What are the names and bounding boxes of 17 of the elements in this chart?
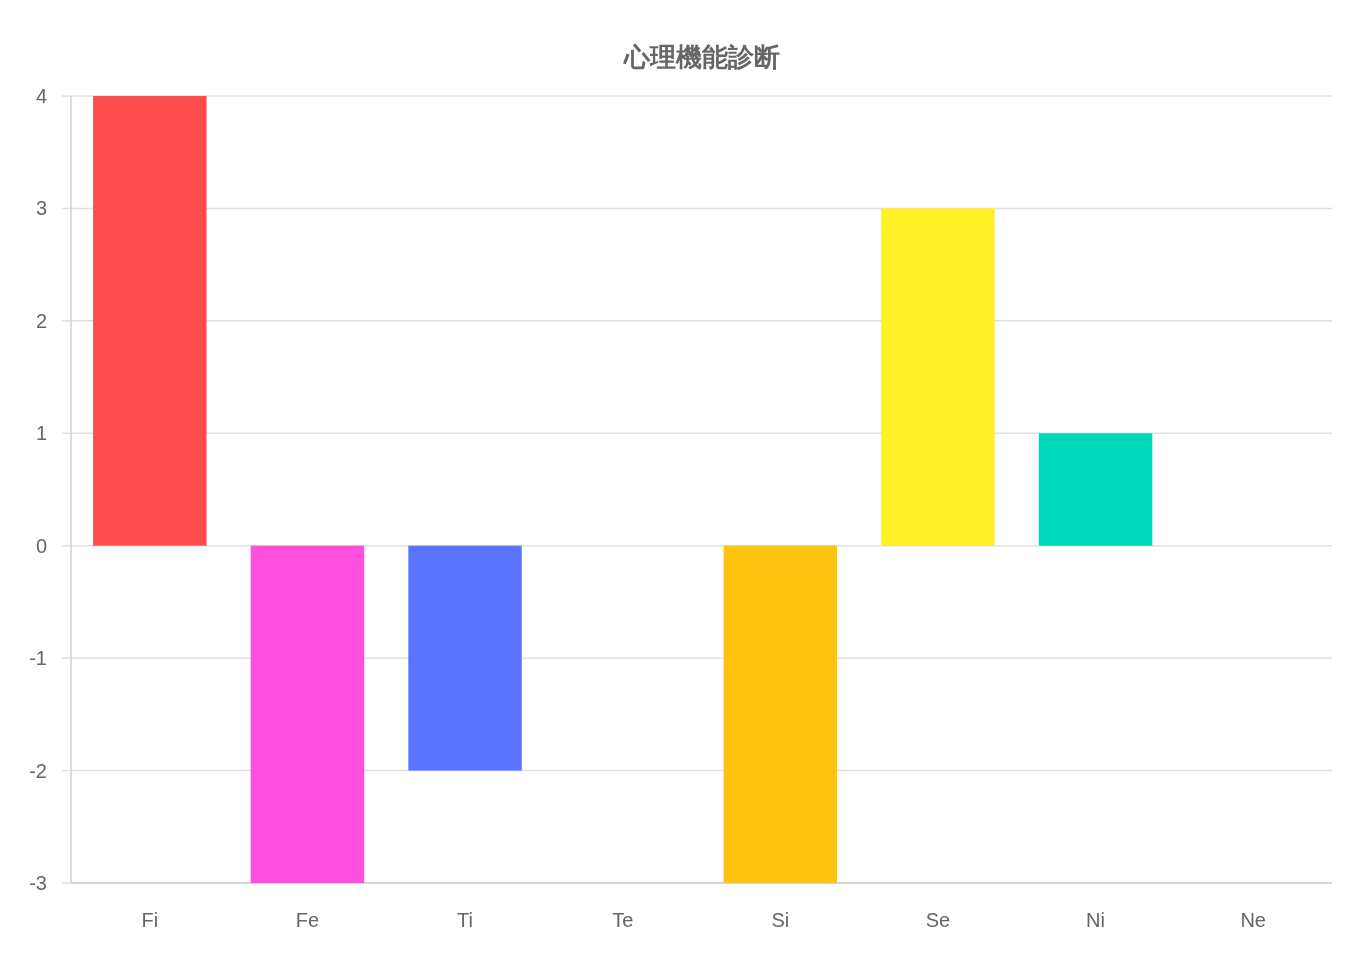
x-tick-label: Ne <box>1240 909 1266 931</box>
x-tick-label: Fe <box>295 909 320 931</box>
y-tick-label: 1 <box>35 422 47 445</box>
x-tick-label: Fi <box>141 909 159 931</box>
x-tick-label: Ti <box>457 909 474 931</box>
y-tick-label: -3 <box>29 872 47 894</box>
y-tick-label: -2 <box>29 759 47 782</box>
y-tick-label: 2 <box>35 309 47 332</box>
y-tick-label: -1 <box>29 647 47 670</box>
x-tick-label: Ni <box>1086 909 1106 931</box>
y-tick-label: 0 <box>35 534 47 557</box>
y-tick-label: 3 <box>35 197 47 220</box>
chart-title: 心理機能診断 <box>621 42 780 72</box>
y-tick-label: 4 <box>35 85 47 107</box>
x-tick-label: Te <box>612 909 634 931</box>
x-tick-label: Si <box>771 909 790 931</box>
x-tick-label: Se <box>925 909 951 931</box>
